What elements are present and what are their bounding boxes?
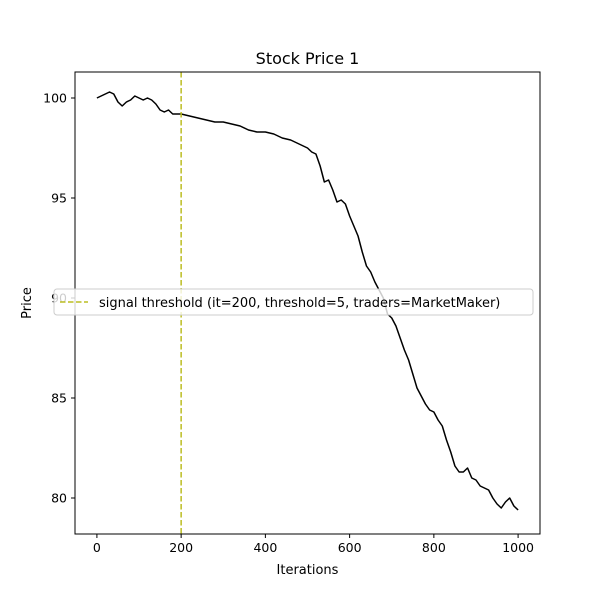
x-tick-label: 400 (253, 540, 277, 555)
legend: signal threshold (it=200, threshold=5, t… (53, 288, 534, 316)
x-tick-label: 0 (93, 540, 101, 555)
x-tick-label: 1000 (502, 540, 534, 555)
y-tick-label: 80 (51, 491, 67, 506)
x-tick-label: 800 (422, 540, 446, 555)
y-axis: 80859095100 (43, 91, 75, 506)
x-tick-label: 200 (169, 540, 193, 555)
legend-threshold-label: signal threshold (it=200, threshold=5, t… (99, 296, 500, 311)
chart-title: Stock Price 1 (256, 49, 360, 68)
y-tick-label: 100 (43, 91, 67, 106)
plot-area (96, 72, 519, 534)
price-series-line (96, 91, 519, 511)
y-axis-label: Price (20, 287, 35, 319)
x-axis: 0 200 400 600 800 1000 (93, 534, 534, 555)
y-tick-label: 95 (51, 191, 67, 206)
x-axis-label: Iterations (277, 563, 339, 578)
legend-box (53, 288, 534, 316)
x-tick-label: 600 (338, 540, 362, 555)
y-tick-label: 85 (51, 391, 67, 406)
